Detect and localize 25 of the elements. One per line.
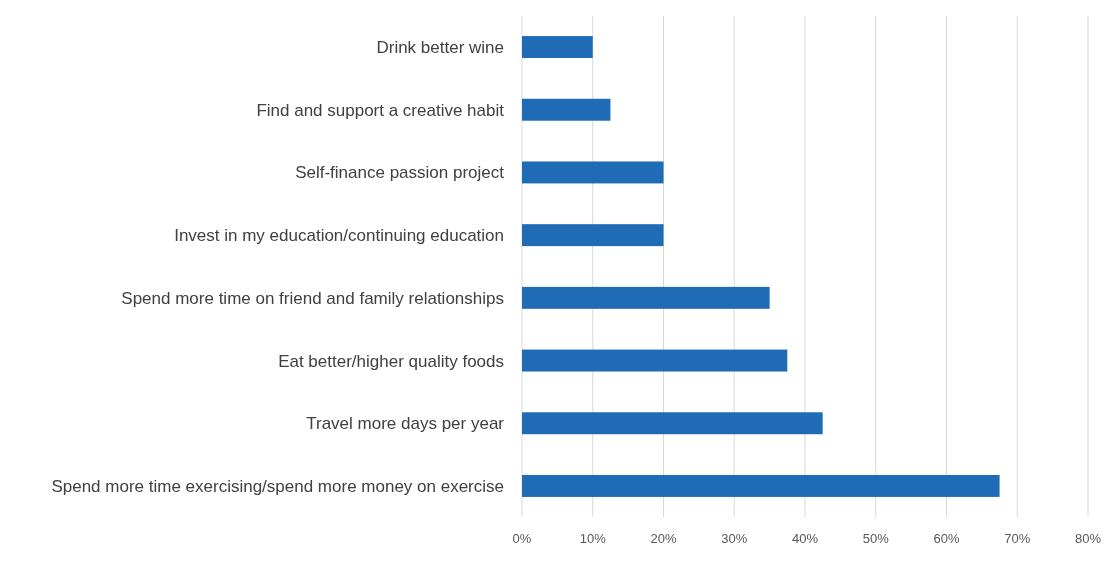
y-tick-label: Drink better wine bbox=[376, 37, 504, 57]
x-tick-label: 30% bbox=[721, 531, 748, 546]
x-tick-label: 60% bbox=[933, 531, 960, 546]
y-tick-label: Spend more time exercising/spend more money on exercise bbox=[51, 476, 504, 496]
y-tick-label: Invest in my education/continuing education bbox=[174, 226, 504, 246]
x-tick-label: 0% bbox=[512, 531, 532, 546]
x-tick-label: 40% bbox=[791, 531, 819, 546]
y-tick-label: Self-finance passion project bbox=[295, 163, 505, 183]
bar bbox=[522, 98, 611, 121]
y-tick-label: Eat better/higher quality foods bbox=[278, 351, 504, 371]
x-tick-label: 70% bbox=[1004, 531, 1031, 546]
y-tick-label: Travel more days per year bbox=[306, 414, 505, 434]
bar bbox=[522, 474, 1000, 497]
bar bbox=[522, 161, 664, 184]
y-tick-label: Spend more time on friend and family relationships bbox=[121, 288, 504, 308]
x-tick-label: 10% bbox=[579, 531, 607, 546]
x-tick-label: 50% bbox=[862, 531, 890, 546]
bar bbox=[522, 224, 664, 247]
bar bbox=[522, 286, 770, 309]
bar bbox=[522, 36, 593, 59]
bar bbox=[522, 349, 788, 372]
y-tick-label: Find and support a creative habit bbox=[256, 100, 505, 120]
x-tick-label: 20% bbox=[650, 531, 677, 546]
x-tick-label: 80% bbox=[1074, 531, 1102, 546]
bar bbox=[522, 412, 823, 435]
